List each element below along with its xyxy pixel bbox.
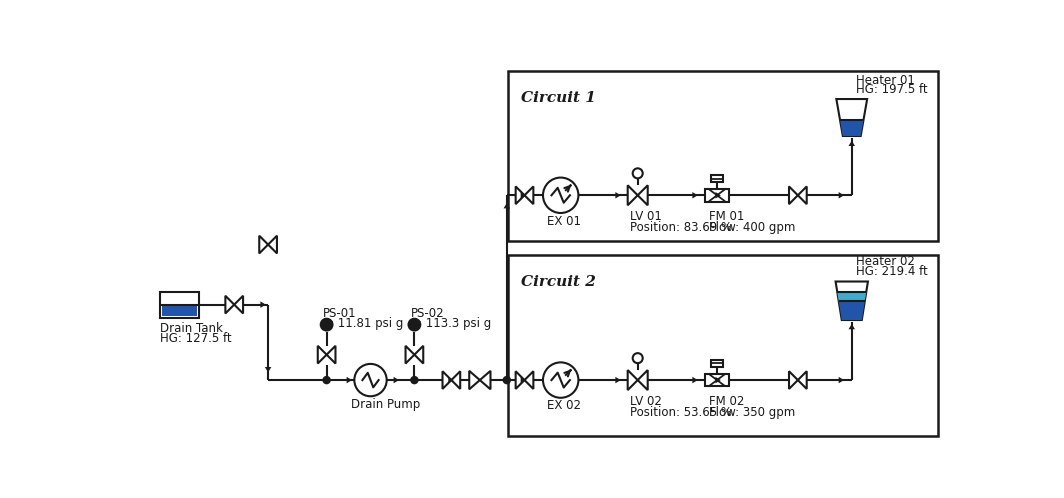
Text: Flow: 350 gpm: Flow: 350 gpm [710,405,796,418]
Text: FM 02: FM 02 [710,395,745,408]
Polygon shape [841,121,863,136]
Text: P: 113.3 psi g: P: 113.3 psi g [411,317,491,330]
Polygon shape [265,367,271,373]
Polygon shape [327,346,335,364]
Circle shape [543,363,579,398]
Polygon shape [838,377,844,383]
Polygon shape [789,371,798,389]
Polygon shape [394,377,399,383]
Polygon shape [451,371,461,389]
Polygon shape [715,192,720,199]
Polygon shape [789,186,798,204]
Polygon shape [443,371,451,389]
Polygon shape [480,371,491,389]
Polygon shape [798,371,807,389]
Circle shape [410,376,418,384]
Polygon shape [469,371,480,389]
Text: Circuit 1: Circuit 1 [520,91,596,106]
Polygon shape [503,203,510,208]
Text: Circuit 2: Circuit 2 [520,274,596,288]
Circle shape [633,168,643,178]
Text: EX 01: EX 01 [547,215,581,228]
Polygon shape [838,301,865,320]
Polygon shape [848,324,855,329]
Polygon shape [628,370,637,390]
Bar [704,374,729,386]
Text: Position: 83.69 %: Position: 83.69 % [630,221,732,234]
Text: PS-02: PS-02 [411,307,444,320]
Polygon shape [693,192,698,199]
Polygon shape [715,377,720,383]
Polygon shape [525,186,533,204]
Polygon shape [448,377,453,383]
Polygon shape [347,377,352,383]
Text: LV 02: LV 02 [630,395,662,408]
Polygon shape [260,236,268,253]
Bar [704,189,729,202]
Text: P: 11.81 psi g: P: 11.81 psi g [322,317,403,330]
Polygon shape [525,371,533,389]
Polygon shape [405,346,414,364]
Bar [161,291,199,318]
Bar [508,254,938,436]
Bar [711,175,724,182]
Polygon shape [637,370,648,390]
Polygon shape [798,186,807,204]
Polygon shape [838,192,844,199]
Polygon shape [318,346,327,364]
Bar [508,71,938,242]
Text: Drain Tank: Drain Tank [161,322,223,335]
Polygon shape [837,292,866,301]
Polygon shape [268,236,277,253]
Circle shape [322,376,331,384]
Circle shape [408,318,421,332]
Text: EX 02: EX 02 [547,399,581,412]
Polygon shape [848,140,855,146]
Text: HG: 197.5 ft: HG: 197.5 ft [857,83,928,96]
Polygon shape [516,371,525,389]
Text: Position: 53.65 %: Position: 53.65 % [630,405,732,418]
Polygon shape [615,192,620,199]
Polygon shape [637,185,648,205]
Polygon shape [414,346,423,364]
Text: Heater 02: Heater 02 [857,255,915,268]
Text: PS-01: PS-01 [322,307,356,320]
Bar [711,360,724,367]
Polygon shape [520,377,526,383]
Polygon shape [520,192,526,199]
Text: Heater 01: Heater 01 [857,74,915,87]
Circle shape [543,178,579,213]
Polygon shape [693,377,698,383]
Polygon shape [226,296,234,313]
Polygon shape [261,301,266,308]
Text: HG: 127.5 ft: HG: 127.5 ft [161,332,232,345]
Polygon shape [234,296,243,313]
Polygon shape [615,377,620,383]
Circle shape [502,376,511,384]
Text: FM 01: FM 01 [710,210,745,223]
Polygon shape [516,186,525,204]
Text: Drain Pump: Drain Pump [351,398,420,411]
Polygon shape [835,281,868,320]
Polygon shape [836,99,867,136]
Bar [162,304,197,316]
Text: HG: 219.4 ft: HG: 219.4 ft [857,264,928,278]
Circle shape [633,353,643,363]
Circle shape [319,318,333,332]
Circle shape [354,364,386,396]
Text: Flow: 400 gpm: Flow: 400 gpm [710,221,796,234]
Text: LV 01: LV 01 [630,210,662,223]
Polygon shape [628,185,637,205]
